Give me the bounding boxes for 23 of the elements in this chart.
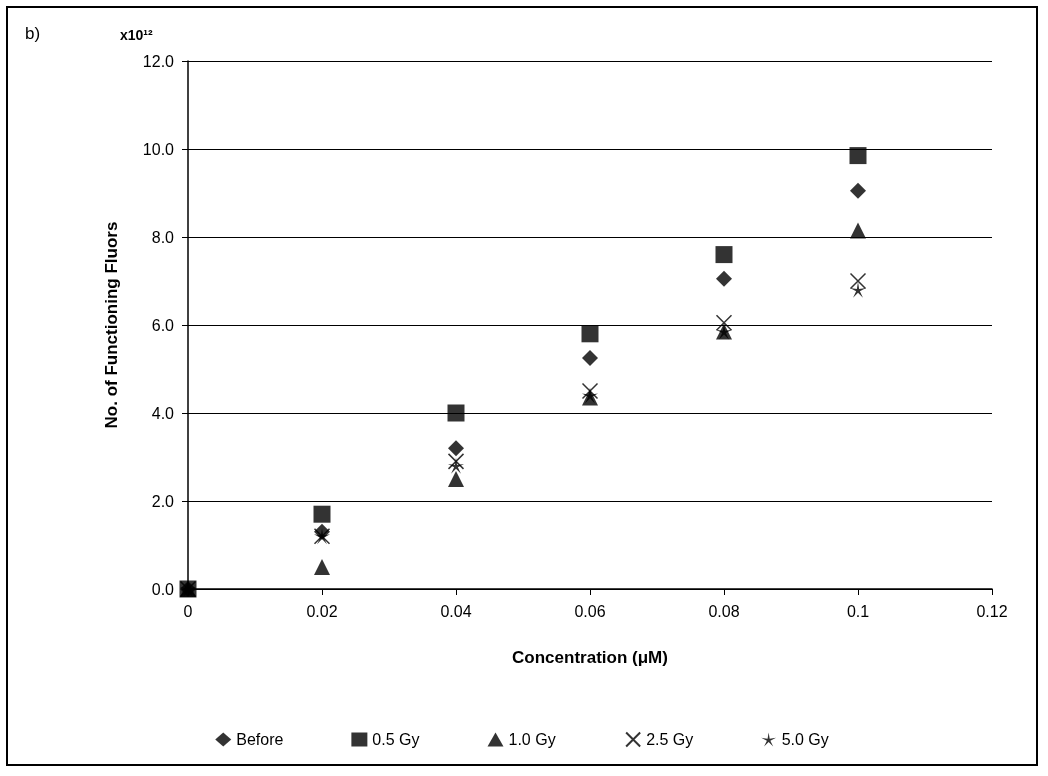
legend-label: 2.5 Gy [646, 731, 694, 748]
x-tick-label: 0.04 [440, 602, 472, 620]
x-tick-label: 0.12 [976, 602, 1008, 620]
y-tick-label: 2.0 [151, 492, 175, 510]
y-tick-label: 0.0 [151, 580, 175, 598]
y-tick-label: 8.0 [151, 228, 175, 246]
x-tick-label: 0 [183, 602, 193, 620]
legend-label: 5.0 Gy [781, 731, 829, 748]
text: b) [25, 24, 41, 43]
y-tick-label: 4.0 [151, 404, 175, 422]
y-tick-label: 12.0 [142, 52, 175, 70]
y-axis-title: No. of Functioning Fluors [102, 221, 121, 429]
y-tick-label: 10.0 [142, 140, 175, 158]
x-axis-title: Concentration (μM) [512, 648, 668, 667]
legend-label: 0.5 Gy [372, 731, 420, 748]
x-tick-label: 0.08 [708, 602, 740, 620]
x-tick-label: 0.06 [574, 602, 606, 620]
legend-label: Before [236, 731, 284, 748]
text: x10¹² [120, 27, 154, 43]
legend-label: 1.0 Gy [508, 731, 556, 748]
x-tick-label: 0.02 [306, 602, 338, 620]
x-tick-label: 0.1 [846, 602, 870, 620]
y-tick-label: 6.0 [151, 316, 175, 334]
